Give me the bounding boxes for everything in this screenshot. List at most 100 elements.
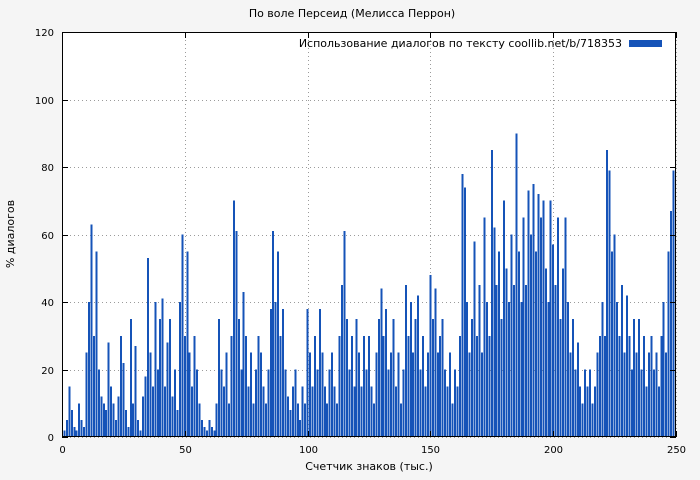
bar: [299, 420, 302, 437]
bar: [365, 369, 368, 437]
bar: [255, 369, 257, 437]
bar: [115, 420, 117, 437]
bar: [616, 302, 619, 437]
tick-labels-layer: 0 50 100 150 200 250 0 20 40 60 80 100 120: [35, 28, 686, 456]
bar: [652, 369, 655, 437]
bar: [392, 318, 395, 437]
bar: [208, 420, 211, 437]
bar: [161, 298, 164, 437]
bar: [537, 194, 540, 437]
bar: [623, 352, 626, 437]
bar: [228, 403, 230, 438]
x-tick-label: 0: [59, 445, 65, 456]
bar: [429, 275, 432, 437]
bar: [259, 352, 262, 437]
bar: [284, 369, 287, 437]
bar: [97, 369, 100, 437]
bar: [434, 288, 437, 437]
bar: [412, 352, 415, 437]
bar: [181, 234, 184, 437]
bar: [188, 352, 191, 437]
bar: [201, 420, 203, 437]
bar: [586, 386, 589, 437]
bar: [119, 335, 122, 438]
bar: [166, 342, 169, 437]
bar: [95, 251, 98, 437]
bar: [645, 386, 648, 437]
bar: [370, 386, 373, 437]
bar: [191, 386, 194, 437]
bar: [137, 420, 140, 437]
bar: [267, 369, 270, 437]
bar: [105, 410, 108, 437]
bar: [562, 268, 564, 438]
bar: [449, 352, 451, 437]
bar: [571, 318, 574, 437]
bar: [643, 335, 646, 438]
bar: [670, 210, 673, 437]
bar: [294, 369, 297, 437]
bar: [336, 403, 339, 438]
bar: [382, 335, 385, 438]
bar: [500, 318, 503, 437]
bar: [343, 231, 346, 437]
bar: [311, 386, 314, 437]
bar: [407, 335, 410, 438]
bar: [242, 291, 245, 437]
bar: [218, 318, 221, 437]
bar: [375, 352, 378, 437]
bar: [245, 335, 248, 438]
bar: [598, 335, 601, 438]
bar: [380, 288, 383, 437]
x-tick-label: 200: [544, 445, 563, 456]
bar: [309, 352, 312, 437]
bar: [505, 268, 508, 438]
bar: [301, 386, 304, 437]
bar: [564, 217, 567, 437]
bar: [525, 285, 528, 437]
bar: [85, 352, 88, 437]
bar: [618, 335, 621, 438]
bar: [296, 403, 299, 438]
bar: [552, 244, 555, 437]
plot-frame: [62, 32, 676, 437]
bar: [566, 302, 569, 437]
bar: [316, 369, 319, 437]
bar: [439, 335, 442, 438]
bar: [90, 224, 93, 437]
x-tick-label: 250: [667, 445, 686, 456]
bar: [603, 335, 606, 438]
bar: [503, 200, 506, 437]
bar: [68, 386, 71, 437]
bar: [124, 410, 127, 437]
bar: [83, 426, 86, 437]
bar: [517, 251, 520, 437]
bar: [159, 318, 162, 437]
bar: [65, 420, 68, 437]
bar: [495, 285, 498, 437]
bar: [611, 251, 614, 437]
bar: [169, 318, 172, 437]
bar: [112, 403, 115, 438]
bar: [542, 200, 545, 437]
y-tick-label: 80: [41, 163, 54, 174]
bar: [473, 241, 476, 438]
bar: [75, 430, 78, 438]
bar: [247, 386, 250, 437]
y-tick-label: 40: [41, 298, 54, 309]
bar: [134, 345, 137, 437]
bar: [621, 285, 623, 437]
bar: [522, 217, 525, 437]
bar: [444, 369, 447, 437]
bar: [269, 308, 272, 438]
bar: [127, 426, 130, 437]
bar: [471, 318, 474, 437]
y-axis-label: % диалогов: [4, 200, 17, 268]
bar: [608, 170, 611, 437]
bar: [70, 410, 73, 437]
bar: [625, 295, 628, 438]
bar: [530, 234, 533, 437]
bar: [154, 302, 157, 437]
bar: [331, 352, 334, 437]
bar: [107, 342, 110, 437]
